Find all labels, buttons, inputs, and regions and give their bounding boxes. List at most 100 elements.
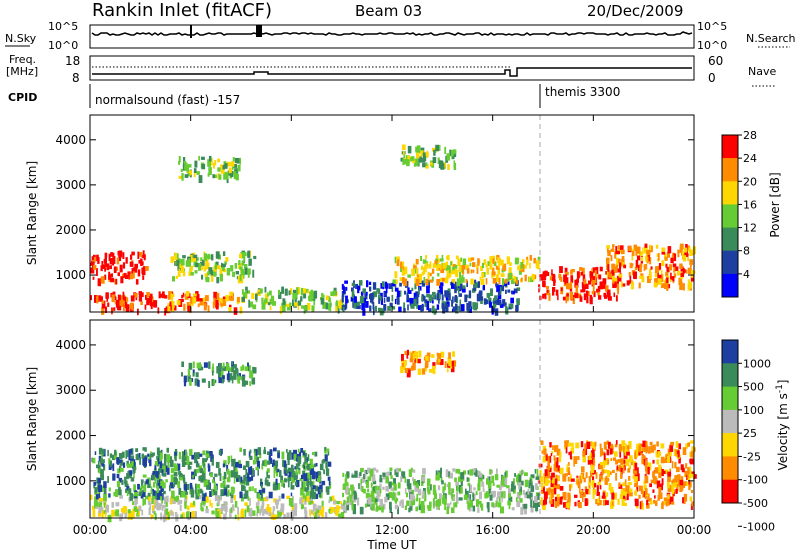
power-echo-cell xyxy=(516,298,520,306)
power-y-label: Slant Range [km] xyxy=(25,161,39,265)
power-echo-cell xyxy=(483,259,487,265)
velocity-echo-cell xyxy=(263,449,266,455)
velocity-echo-cell xyxy=(229,373,233,381)
velocity-echo-cell xyxy=(185,511,190,518)
power-echo-cell xyxy=(466,294,469,298)
power-echo-cell xyxy=(565,293,569,302)
power-echo-cell xyxy=(579,295,582,302)
velocity-echo-cell xyxy=(397,482,401,489)
power-echo-cell xyxy=(217,167,221,172)
velocity-echo-cell xyxy=(517,500,520,505)
velocity-echo-cell xyxy=(530,499,533,508)
power-echo-cell xyxy=(492,278,497,284)
velocity-echo-cell xyxy=(516,492,520,498)
velocity-echo-cell xyxy=(290,513,294,521)
velocity-echo-cell xyxy=(185,484,190,490)
power-echo-cell xyxy=(178,160,180,165)
power-echo-cell xyxy=(515,279,518,285)
power-echo-cell xyxy=(143,266,147,271)
velocity-echo-cell xyxy=(588,482,592,486)
velocity-echo-cell xyxy=(449,472,453,479)
velocity-echo-cell xyxy=(406,479,410,487)
velocity-echo-cell xyxy=(493,490,496,497)
power-echo-cell xyxy=(140,301,143,305)
velocity-echo-cell xyxy=(427,505,430,509)
velocity-echo-cell xyxy=(611,492,615,500)
power-echo-cell xyxy=(112,256,116,264)
power-echo-cell xyxy=(131,268,133,274)
velocity-echo-cell xyxy=(458,468,461,475)
velocity-echo-cell xyxy=(528,481,531,489)
power-colorbar-swatch xyxy=(722,227,738,252)
power-echo-cell xyxy=(187,260,191,267)
power-echo-cell xyxy=(431,276,434,282)
velocity-echo-cell xyxy=(252,468,254,477)
velocity-echo-cell xyxy=(170,498,173,505)
velocity-echo-cell xyxy=(425,356,429,361)
velocity-echo-cell xyxy=(273,465,276,474)
power-echo-cell xyxy=(459,278,463,284)
power-echo-cell xyxy=(125,305,130,313)
velocity-echo-cell xyxy=(96,464,99,469)
power-echo-cell xyxy=(129,261,134,267)
power-echo-cell xyxy=(615,246,618,254)
power-echo-cell xyxy=(192,258,197,262)
velocity-echo-cell xyxy=(601,495,606,499)
power-echo-cell xyxy=(436,294,441,300)
power-echo-cell xyxy=(415,291,420,298)
power-echo-cell xyxy=(613,292,616,297)
velocity-echo-cell xyxy=(475,491,478,496)
power-echo-cell xyxy=(461,275,464,282)
velocity-echo-cell xyxy=(625,485,630,492)
velocity-echo-cell xyxy=(603,453,606,461)
power-echo-cell xyxy=(458,287,460,294)
power-echo-cell xyxy=(191,252,196,259)
velocity-echo-cell xyxy=(364,469,368,475)
velocity-echo-cell xyxy=(144,456,148,461)
power-echo-cell xyxy=(436,293,440,297)
velocity-echo-cell xyxy=(417,368,422,375)
velocity-echo-cell xyxy=(100,474,104,481)
velocity-echo-cell xyxy=(295,463,299,470)
velocity-echo-cell xyxy=(237,506,239,515)
velocity-echo-cell xyxy=(238,376,242,380)
velocity-echo-cell xyxy=(418,350,422,358)
velocity-echo-cell xyxy=(411,489,415,495)
velocity-echo-cell xyxy=(127,471,130,477)
velocity-echo-cell xyxy=(581,466,585,473)
velocity-echo-cell xyxy=(181,372,183,377)
velocity-echo-cell xyxy=(379,498,383,507)
velocity-echo-cell xyxy=(468,505,472,512)
velocity-echo-cell xyxy=(487,507,490,513)
velocity-echo-cell xyxy=(438,470,442,478)
velocity-echo-cell xyxy=(192,369,195,376)
power-echo-cell xyxy=(523,264,527,269)
power-echo-cell xyxy=(617,288,619,295)
power-echo-cell xyxy=(594,276,597,283)
velocity-echo-cell xyxy=(682,447,687,456)
velocity-echo-cell xyxy=(460,472,464,480)
velocity-echo-cell xyxy=(93,485,96,489)
power-echo-cell xyxy=(212,174,215,179)
power-echo-cell xyxy=(601,285,606,289)
velocity-echo-cell xyxy=(667,494,670,499)
power-echo-cell xyxy=(218,297,221,302)
velocity-echo-cell xyxy=(536,502,540,507)
power-echo-cell xyxy=(200,265,204,270)
power-echo-cell xyxy=(371,299,374,304)
velocity-echo-cell xyxy=(568,451,571,456)
velocity-echo-cell xyxy=(414,484,418,492)
velocity-echo-cell xyxy=(121,512,124,519)
power-echo-cell xyxy=(607,250,611,257)
velocity-echo-cell xyxy=(537,492,540,500)
power-echo-cell xyxy=(564,267,568,274)
power-echo-cell xyxy=(465,279,468,284)
velocity-echo-cell xyxy=(258,489,262,495)
power-echo-cell xyxy=(489,300,491,306)
velocity-echo-cell xyxy=(304,455,307,464)
velocity-echo-cell xyxy=(169,484,171,492)
velocity-echo-cell xyxy=(563,502,567,508)
date-label: 20/Dec/2009 xyxy=(587,2,683,20)
velocity-echo-cell xyxy=(679,479,684,487)
velocity-echo-cell xyxy=(519,486,522,495)
